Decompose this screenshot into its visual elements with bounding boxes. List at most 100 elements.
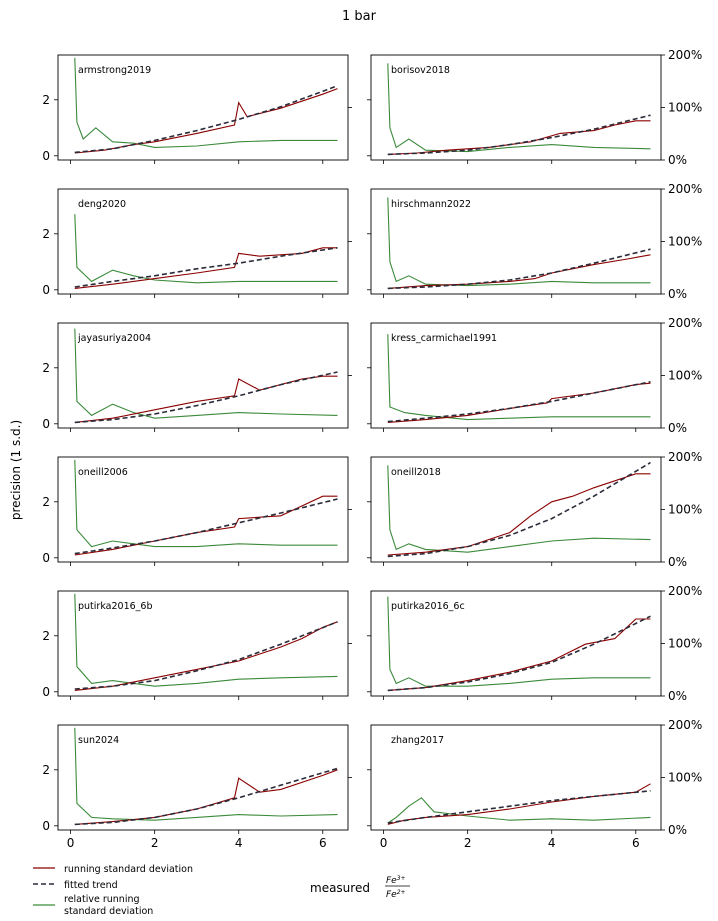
panel-label: oneill2006 [78,467,128,478]
series-relative-sd [387,334,651,421]
axes-frame [370,724,662,831]
xlabel-fraction-den: Fe2+ [386,889,406,900]
right-y-tick-label: 100% [668,101,702,115]
axes-frame [370,188,662,295]
panel-kress_carmichael1991: kress_carmichael1991 0% 100% 200% [367,316,702,435]
axes-frame [370,456,662,563]
axes-frame [57,456,349,563]
axes-frame [370,54,662,161]
x-tick-label: 4 [235,836,243,850]
legend-label-relative-sd: relative running [64,894,140,905]
xlabel-num-base: Fe [386,876,397,886]
right-y-tick-label: 200% [668,718,702,732]
xlabel-num-sup: 3+ [397,875,406,882]
series-fitted-trend [387,248,651,290]
y-tick-label: 0 [42,149,50,163]
xlabel-den-sup: 2+ [397,889,406,896]
series-relative-sd [74,459,338,548]
y-tick-label: 2 [42,227,50,241]
panel-series [74,459,338,556]
axes-frame [57,724,349,831]
right-y-tick-label: 0% [668,689,687,703]
y-tick-label: 2 [42,361,50,375]
series-running-sd [387,254,651,289]
right-y-tick-label: 0% [668,153,687,167]
y-tick-label: 2 [42,93,50,107]
x-tick-label: 0 [380,836,388,850]
right-y-tick-label: 200% [668,316,702,330]
panel-hirschmann2022: hirschmann2022 0% 100% 200% [367,182,702,301]
right-y-tick-label: 100% [668,503,702,517]
right-y-tick-label: 100% [668,369,702,383]
right-y-tick-label: 0% [668,421,687,435]
panel-sun2024: sun2024 0 2 4 6 0 2 [42,724,352,850]
panel-label: putirka2016_6b [78,601,152,612]
panel-series [387,461,651,558]
panel-grid: armstrong201902borisov20180%100%200%deng… [42,48,702,850]
series-fitted-trend [387,381,651,423]
legend-label-relative-sd-line2: standard deviation [64,906,153,917]
right-y-tick-label: 200% [668,584,702,598]
panel-label: oneill2018 [391,467,441,478]
x-tick-label: 0 [67,836,75,850]
panel-armstrong2019: armstrong2019 0 2 [42,54,352,164]
series-relative-sd [387,797,651,824]
panel-series [387,334,651,423]
y-tick-label: 0 [42,685,50,699]
right-y-tick-label: 200% [668,48,702,62]
axes-frame [57,322,349,429]
panel-zhang2017: zhang2017 0 2 4 6 0% 100% 200% [367,718,702,850]
panel-oneill2018: oneill2018 0% 100% 200% [367,450,702,569]
series-fitted-trend [74,85,338,154]
axes-frame [370,322,662,429]
series-fitted-trend [74,371,338,424]
x-tick-label: 2 [464,836,472,850]
series-fitted-trend [74,767,338,826]
series-running-sd [74,495,338,556]
panel-label: armstrong2019 [78,65,151,76]
y-tick-label: 0 [42,283,50,297]
panel-label: zhang2017 [391,735,444,746]
panel-label: hirschmann2022 [391,199,471,210]
panel-label: jayasuriya2004 [77,333,151,344]
figure-ylabel: precision (1 s.d.) [9,420,23,520]
panel-label: borisov2018 [391,65,450,76]
axes-frame [57,54,349,161]
panel-deng2020: deng2020 0 2 [42,188,352,298]
series-fitted-trend [74,247,338,288]
series-relative-sd [74,593,338,687]
series-fitted-trend [387,114,651,156]
right-y-tick-label: 0% [668,555,687,569]
panel-label: deng2020 [78,199,126,210]
series-running-sd [74,247,338,289]
panel-series [74,214,338,289]
y-tick-label: 0 [42,819,50,833]
right-y-tick-label: 0% [668,823,687,837]
xlabel-fraction-num: Fe3+ [386,875,406,886]
series-relative-sd [74,214,338,284]
y-tick-label: 0 [42,551,50,565]
panel-series [387,596,651,692]
panel-oneill2006: oneill2006 0 2 [42,456,352,566]
panel-series [387,197,651,290]
right-y-tick-label: 100% [668,637,702,651]
series-fitted-trend [74,498,338,555]
right-y-tick-label: 200% [668,182,702,196]
panel-label: putirka2016_6c [391,601,465,612]
panel-series [74,328,338,424]
y-tick-label: 2 [42,629,50,643]
panel-series [387,783,651,825]
series-fitted-trend [387,615,651,692]
xlabel-den-base: Fe [386,890,397,900]
panel-label: sun2024 [78,735,119,746]
series-fitted-trend [74,621,338,690]
right-y-tick-label: 100% [668,771,702,785]
series-fitted-trend [387,790,651,824]
x-tick-label: 2 [151,836,159,850]
series-running-sd [387,120,651,155]
y-tick-label: 2 [42,763,50,777]
series-relative-sd [74,328,338,419]
series-relative-sd [74,727,338,821]
legend: running standard deviation fitted trend … [33,864,193,917]
